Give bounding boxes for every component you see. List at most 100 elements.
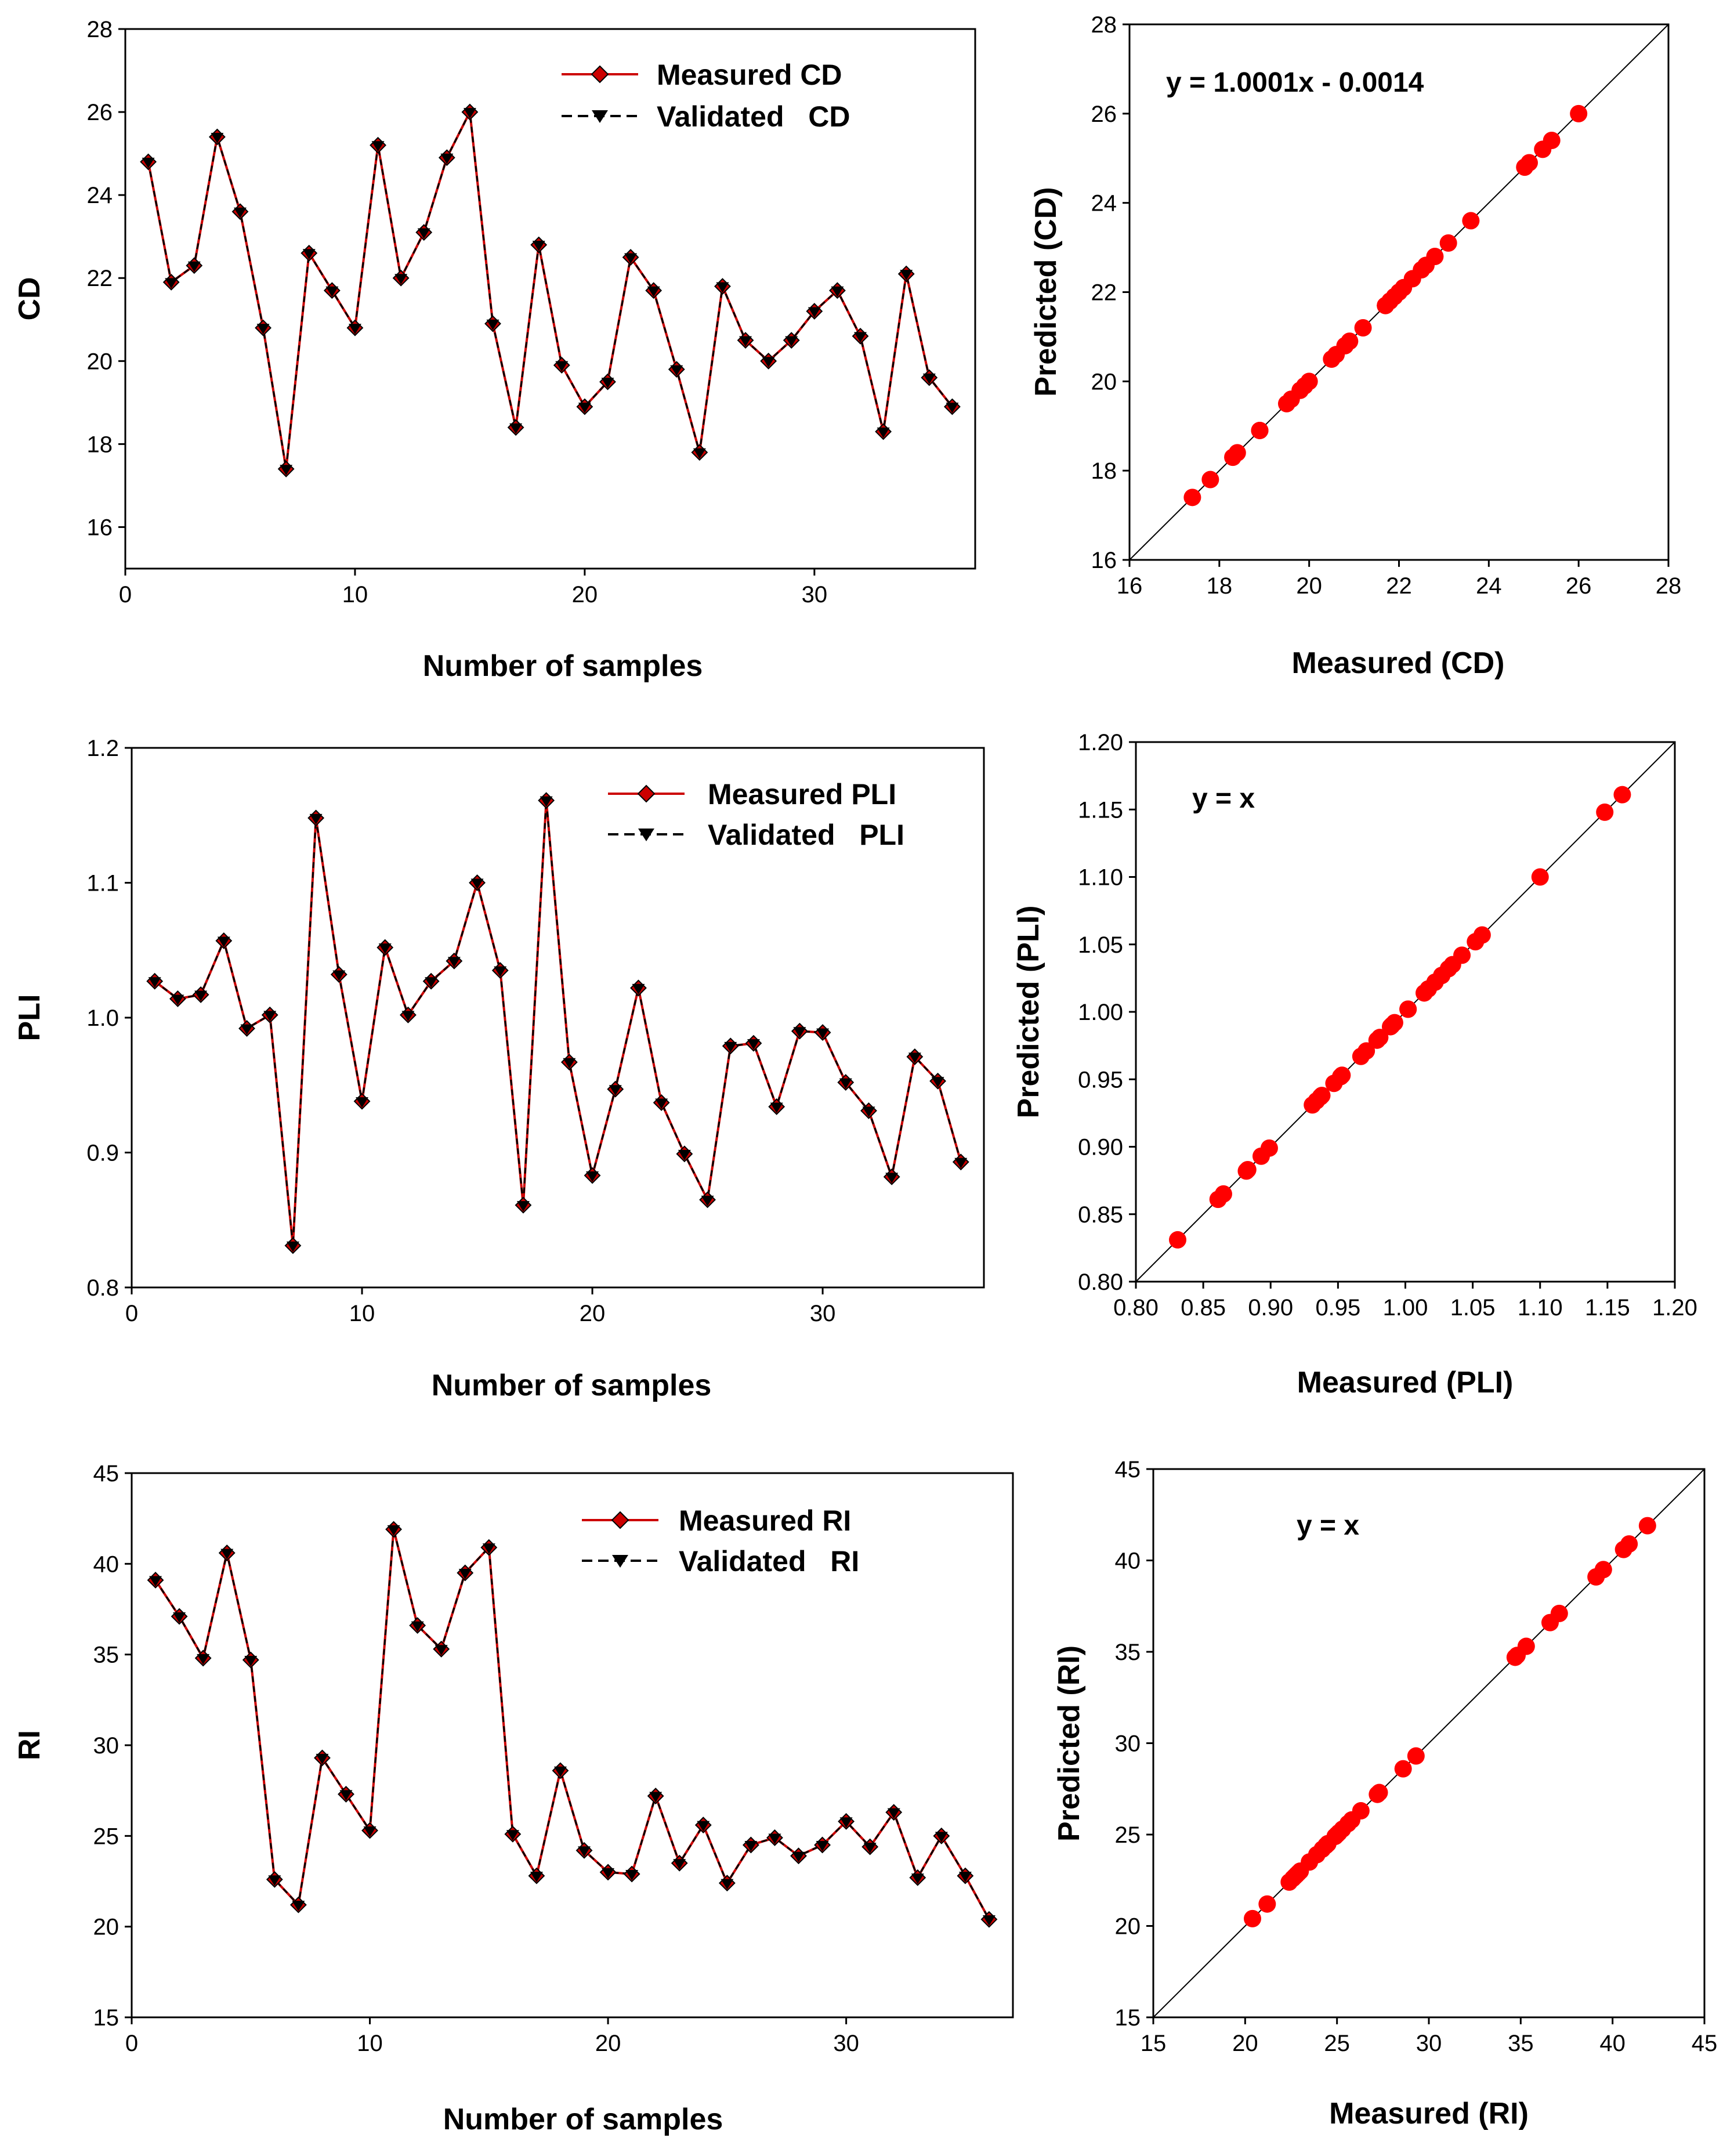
validated-point xyxy=(509,423,523,434)
y-tick-label: 20 xyxy=(87,349,113,374)
scatter-point xyxy=(1462,212,1480,230)
x-axis-ticks: 0 10 20 30 xyxy=(119,569,827,607)
validated-point xyxy=(256,324,270,335)
validated-point xyxy=(211,133,224,143)
x-tick-label: 0.95 xyxy=(1315,1295,1360,1321)
validated-point xyxy=(701,1195,714,1206)
scatter-point xyxy=(1371,1029,1389,1047)
y-tick-label: 20 xyxy=(1091,369,1117,395)
x-tick-label: 30 xyxy=(1416,2031,1442,2056)
scatter-point xyxy=(1443,956,1461,974)
regression-equation: y = x xyxy=(1297,1510,1359,1541)
validated-point xyxy=(363,1826,377,1837)
validated-point xyxy=(506,1830,519,1841)
y-axis-title: PLI xyxy=(13,994,46,1041)
cd-line-chart: 0 10 20 30 16 18 20 22 24 26 28 Number of samples… xyxy=(13,17,976,683)
y-axis-ticks: 15 20 25 30 35 40 45 xyxy=(93,1461,132,2031)
x-tick-label: 28 xyxy=(1656,573,1682,599)
validated-point xyxy=(693,448,706,459)
validated-point xyxy=(958,1872,972,1883)
legend-validated-triangle-icon xyxy=(592,110,608,123)
y-tick-label: 28 xyxy=(87,17,113,42)
x-axis-ticks: 0.80 0.85 0.90 0.95 1.00 1.05 1.10 1.15 1.20 xyxy=(1113,1282,1697,1321)
validated-point xyxy=(586,1171,599,1182)
y-tick-label: 1.1 xyxy=(86,871,119,896)
scatter-point xyxy=(1252,1147,1270,1165)
validated-point xyxy=(632,983,645,994)
validated-point xyxy=(863,1843,877,1854)
y-tick-label: 20 xyxy=(1115,1914,1141,1940)
validated-point xyxy=(463,108,476,119)
validated-point xyxy=(371,141,385,152)
legend: Measured RI Validated RI xyxy=(582,1504,859,1578)
y-tick-label: 15 xyxy=(1115,2005,1141,2031)
validated-point xyxy=(532,241,545,251)
x-tick-label: 20 xyxy=(595,2031,621,2056)
scatter-point xyxy=(1304,1096,1322,1114)
scatter-point xyxy=(1594,1561,1612,1579)
validated-point xyxy=(982,1915,995,1926)
cd-scatter-chart: 16 18 20 22 24 26 28 16 18 20 22 24 26 28 Measured (… xyxy=(1029,12,1681,680)
scatter-point xyxy=(1327,346,1345,364)
validated-point xyxy=(470,878,484,889)
scatter-point xyxy=(1354,319,1372,337)
validated-point xyxy=(563,1058,576,1069)
y-tick-label: 0.8 xyxy=(86,1275,119,1301)
series-validated-line xyxy=(147,108,953,469)
validated-point xyxy=(233,207,247,218)
validated-point xyxy=(280,465,293,476)
validated-point xyxy=(808,307,821,318)
ri-line-chart: 0 10 20 30 15 20 25 30 35 40 45 Number of samples… xyxy=(13,1461,1014,2136)
y-axis-ticks: 16 18 20 22 24 26 28 xyxy=(87,17,125,540)
y-tick-label: 26 xyxy=(87,100,113,125)
validated-point xyxy=(609,1085,622,1096)
x-tick-label: 0.80 xyxy=(1113,1295,1159,1321)
scatter-point xyxy=(1426,973,1444,991)
y-tick-label: 40 xyxy=(93,1551,120,1577)
validated-point xyxy=(411,1621,424,1632)
validated-point xyxy=(394,274,408,285)
y-tick-label: 35 xyxy=(1115,1640,1141,1665)
validated-point xyxy=(625,1869,639,1880)
y-tick-label: 45 xyxy=(1115,1457,1141,1482)
validated-point xyxy=(332,970,346,981)
y-tick-label: 0.9 xyxy=(86,1141,119,1166)
x-tick-label: 18 xyxy=(1207,573,1233,599)
validated-point xyxy=(440,153,454,164)
validated-point xyxy=(678,1149,691,1160)
x-axis-ticks: 0 10 20 30 xyxy=(125,2017,859,2056)
validated-point xyxy=(792,1851,805,1862)
regression-equation: y = x xyxy=(1192,783,1255,814)
y-tick-label: 15 xyxy=(93,2005,120,2031)
scatter-point xyxy=(1328,1826,1346,1843)
series-validated-line xyxy=(154,800,962,1246)
validated-point xyxy=(194,990,208,1001)
validated-point xyxy=(673,1859,686,1870)
validated-point xyxy=(378,943,392,954)
validated-point xyxy=(458,1568,472,1579)
validated-point xyxy=(601,378,614,389)
x-axis-title: Measured (PLI) xyxy=(1297,1366,1514,1399)
scatter-point xyxy=(1521,154,1538,172)
scatter-point xyxy=(1541,1614,1559,1632)
x-tick-label: 20 xyxy=(572,582,598,607)
scatter-point xyxy=(1369,1785,1387,1803)
plot-frame xyxy=(131,1472,1014,2018)
scatter-point xyxy=(1638,1517,1656,1535)
plot-frame xyxy=(124,28,976,570)
validated-point xyxy=(217,936,230,947)
scatter-point xyxy=(1214,1185,1232,1203)
y-axis-title: CD xyxy=(13,277,46,320)
validated-point xyxy=(516,1201,530,1212)
y-tick-label: 28 xyxy=(1091,12,1117,38)
validated-point xyxy=(486,319,499,330)
validated-point xyxy=(839,1078,852,1089)
scatter-point xyxy=(1381,1018,1399,1036)
y-tick-label: 24 xyxy=(1091,191,1117,216)
legend-validated-label: Validated CD xyxy=(657,100,850,133)
x-tick-label: 20 xyxy=(1296,573,1322,599)
plot-area xyxy=(140,103,961,477)
x-tick-label: 30 xyxy=(802,582,828,607)
x-tick-label: 15 xyxy=(1141,2031,1167,2056)
x-tick-label: 35 xyxy=(1508,2031,1534,2056)
